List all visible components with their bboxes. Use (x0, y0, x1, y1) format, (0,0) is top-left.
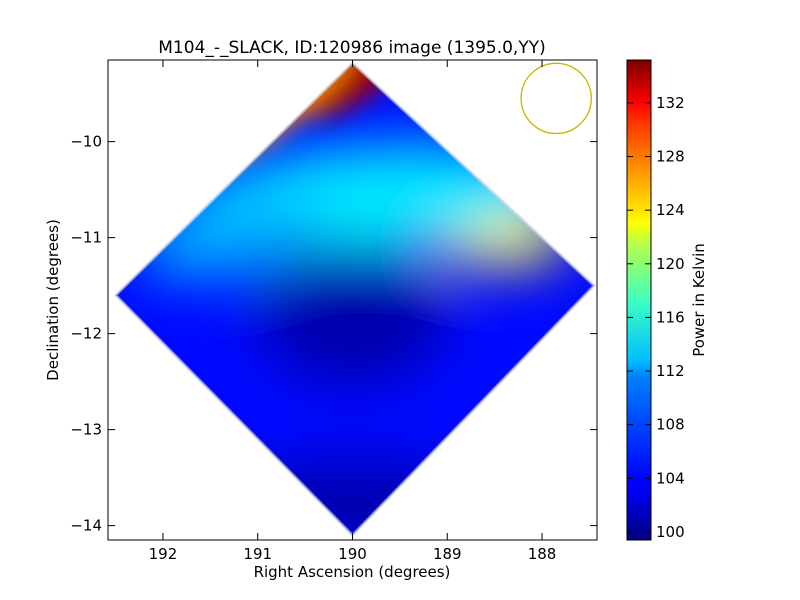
colorbar-tick-label: 132 (656, 94, 685, 112)
colorbar (626, 59, 652, 541)
chart-title: M104_-_SLACK, ID:120986 image (1395.0,YY… (158, 38, 545, 58)
heatmap-feature-center-low (257, 244, 448, 385)
colorbar-tick-label: 112 (656, 362, 685, 380)
colorbar-tick-label: 116 (656, 308, 685, 326)
colorbar-tick-label: 120 (656, 255, 685, 273)
heatmap-feature-hot-corner (299, 62, 415, 119)
colorbar-tick-label: 124 (656, 201, 685, 219)
y-tick-label: −14 (70, 517, 102, 535)
y-tick-label: −11 (70, 229, 102, 247)
beam-circle (520, 62, 592, 135)
colorbar-ticks: 100 104 108 112 116 120 124 128 132 (627, 94, 685, 541)
x-axis: 192 191 190 189 188 (149, 60, 557, 563)
y-axis-label: Declination (degrees) (44, 219, 62, 381)
colorbar-tick-label: 104 (656, 469, 685, 487)
x-tick-label: 188 (528, 545, 557, 563)
colorbar-label: Power in Kelvin (690, 243, 708, 357)
y-tick-label: −10 (70, 133, 102, 151)
x-tick-label: 192 (149, 545, 178, 563)
colorbar-tick-label: 100 (656, 523, 685, 541)
x-tick-label: 189 (433, 545, 462, 563)
x-tick-label: 191 (243, 545, 272, 563)
x-tick-label: 190 (338, 545, 367, 563)
colorbar-tick-label: 108 (656, 416, 685, 434)
y-tick-label: −12 (70, 325, 102, 343)
heatmap (113, 60, 597, 538)
colorbar-tick-label: 128 (656, 148, 685, 166)
y-axis: −10 −11 −12 −13 −14 (70, 133, 597, 535)
x-axis-label: Right Ascension (degrees) (254, 563, 451, 581)
y-tick-label: −13 (70, 421, 102, 439)
